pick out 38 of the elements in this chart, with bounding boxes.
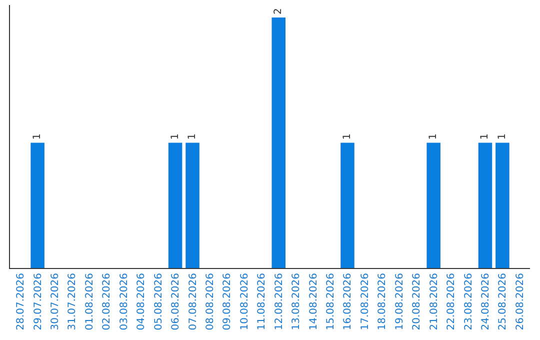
x-tick-label: 15.08.2026 (326, 273, 337, 330)
data-label: 1 (32, 133, 44, 140)
x-tick-label: 20.08.2026 (412, 273, 423, 330)
x-tick-label: 19.08.2026 (394, 273, 406, 330)
x-tick-label: 02.08.2026 (102, 273, 113, 330)
x-tick-label: 13.08.2026 (291, 273, 302, 330)
x-tick-label: 24.08.2026 (480, 273, 492, 330)
x-tick-label: 10.08.2026 (239, 273, 250, 330)
x-tick-label: 16.08.2026 (342, 273, 354, 330)
x-tick-label: 04.08.2026 (136, 273, 148, 330)
data-label: 1 (428, 133, 440, 140)
x-tick-label: 03.08.2026 (118, 273, 130, 330)
x-tick-label: 23.08.2026 (463, 273, 474, 330)
x-tick-label: 11.08.2026 (256, 273, 268, 330)
data-label: 1 (496, 133, 508, 140)
x-tick-label: 26.08.2026 (514, 273, 526, 330)
x-tick-label: 18.08.2026 (377, 273, 388, 330)
x-tick-label: 28.07.2026 (16, 273, 27, 330)
x-tick-label: 25.08.2026 (498, 273, 509, 330)
data-label: 1 (187, 133, 198, 140)
x-tick-label: 29.07.2026 (32, 273, 44, 330)
x-tick-label: 12.08.2026 (274, 273, 285, 330)
data-label: 1 (480, 133, 491, 140)
x-tick-label: 07.08.2026 (188, 273, 199, 330)
x-tick-label: 01.08.2026 (84, 273, 96, 330)
x-tick-label: 06.08.2026 (170, 273, 182, 330)
x-tick-label: 09.08.2026 (222, 273, 234, 330)
data-label: 1 (170, 133, 181, 140)
x-tick-label: 30.07.2026 (50, 273, 62, 330)
x-tick-label: 05.08.2026 (153, 273, 164, 330)
x-tick-label: 08.08.2026 (204, 273, 216, 330)
x-tick-label: 22.08.2026 (446, 273, 458, 330)
x-tick-label: 14.08.2026 (308, 273, 320, 330)
data-label: 2 (273, 8, 284, 15)
x-tick-label: 17.08.2026 (360, 273, 371, 330)
data-label: 1 (342, 133, 353, 140)
x-tick-label: 21.08.2026 (428, 273, 440, 330)
x-tick-label: 31.07.2026 (67, 273, 78, 330)
